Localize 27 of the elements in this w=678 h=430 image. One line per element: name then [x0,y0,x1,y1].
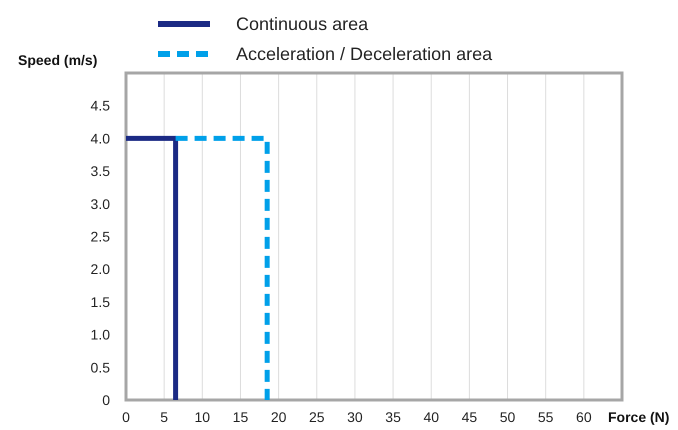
x-tick-label: 10 [194,409,210,425]
y-tick-label: 0 [102,392,110,408]
x-tick-label: 45 [462,409,478,425]
x-tick-label: 55 [538,409,554,425]
y-tick-label: 4.5 [90,98,110,114]
legend-label: Continuous area [236,14,370,34]
x-tick-label: 25 [308,409,325,425]
x-axis-title: Force (N) [608,409,670,425]
y-tick-label: 1.0 [90,326,110,343]
x-tick-label: 40 [423,409,440,425]
y-tick-label: 4.0 [90,130,110,146]
y-tick-label: 3.0 [90,196,110,212]
x-tick-label: 50 [500,409,516,425]
x-tick-label: 15 [232,409,248,425]
y-tick-label: 2.5 [90,228,110,244]
y-tick-label: 0.5 [90,359,110,376]
x-tick-label: 60 [576,409,592,425]
y-tick-label: 2.0 [90,261,110,278]
y-tick-label: 3.5 [90,163,110,180]
y-tick-label: 1.5 [90,294,110,310]
x-tick-label: 5 [160,409,168,425]
legend-label: Acceleration / Deceleration area [236,44,494,64]
x-tick-label: 0 [122,409,130,425]
x-tick-label: 30 [347,409,363,425]
x-tick-label: 35 [385,409,402,425]
x-tick-label: 20 [270,409,287,425]
y-axis-title: Speed (m/s) [18,52,98,68]
